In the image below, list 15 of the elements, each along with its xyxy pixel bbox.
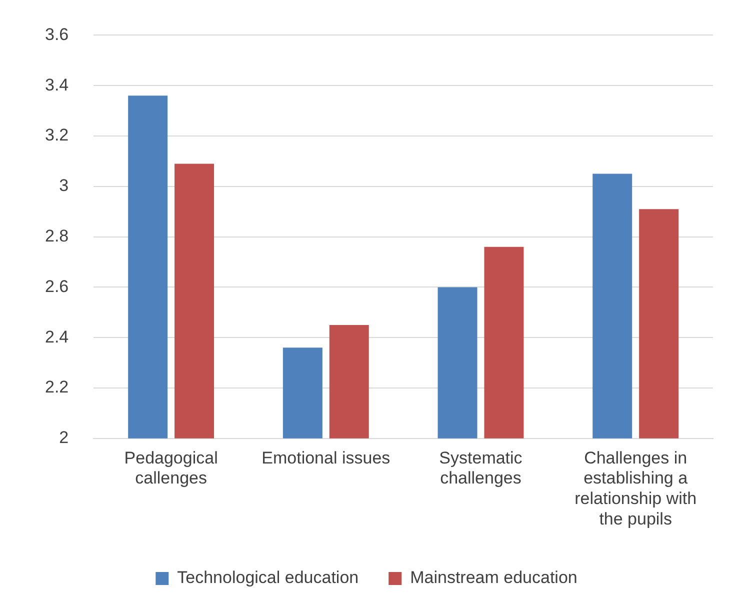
y-tick-label: 3.2 <box>44 126 69 145</box>
x-tick-label: Pedagogical callenges <box>124 448 218 488</box>
y-tick-label: 2.2 <box>44 378 69 397</box>
y-tick-label: 2.4 <box>44 327 69 346</box>
y-tick-label: 3.4 <box>44 75 69 94</box>
y-tick-label: 3.6 <box>44 24 69 44</box>
y-tick-label: 2.6 <box>44 276 69 296</box>
x-tick-label: Emotional issues <box>262 448 390 468</box>
y-tick-label: 3 <box>59 176 69 196</box>
y-tick-label: 2.8 <box>44 226 69 246</box>
legend-label: Mainstream education <box>410 568 578 588</box>
legend-label: Technological education <box>177 568 359 588</box>
x-tick-label: Challenges in establishing a relationship with the pupils <box>574 448 697 528</box>
y-tick-label: 2 <box>59 428 69 448</box>
x-tick-label: Systematic challenges <box>439 448 523 488</box>
